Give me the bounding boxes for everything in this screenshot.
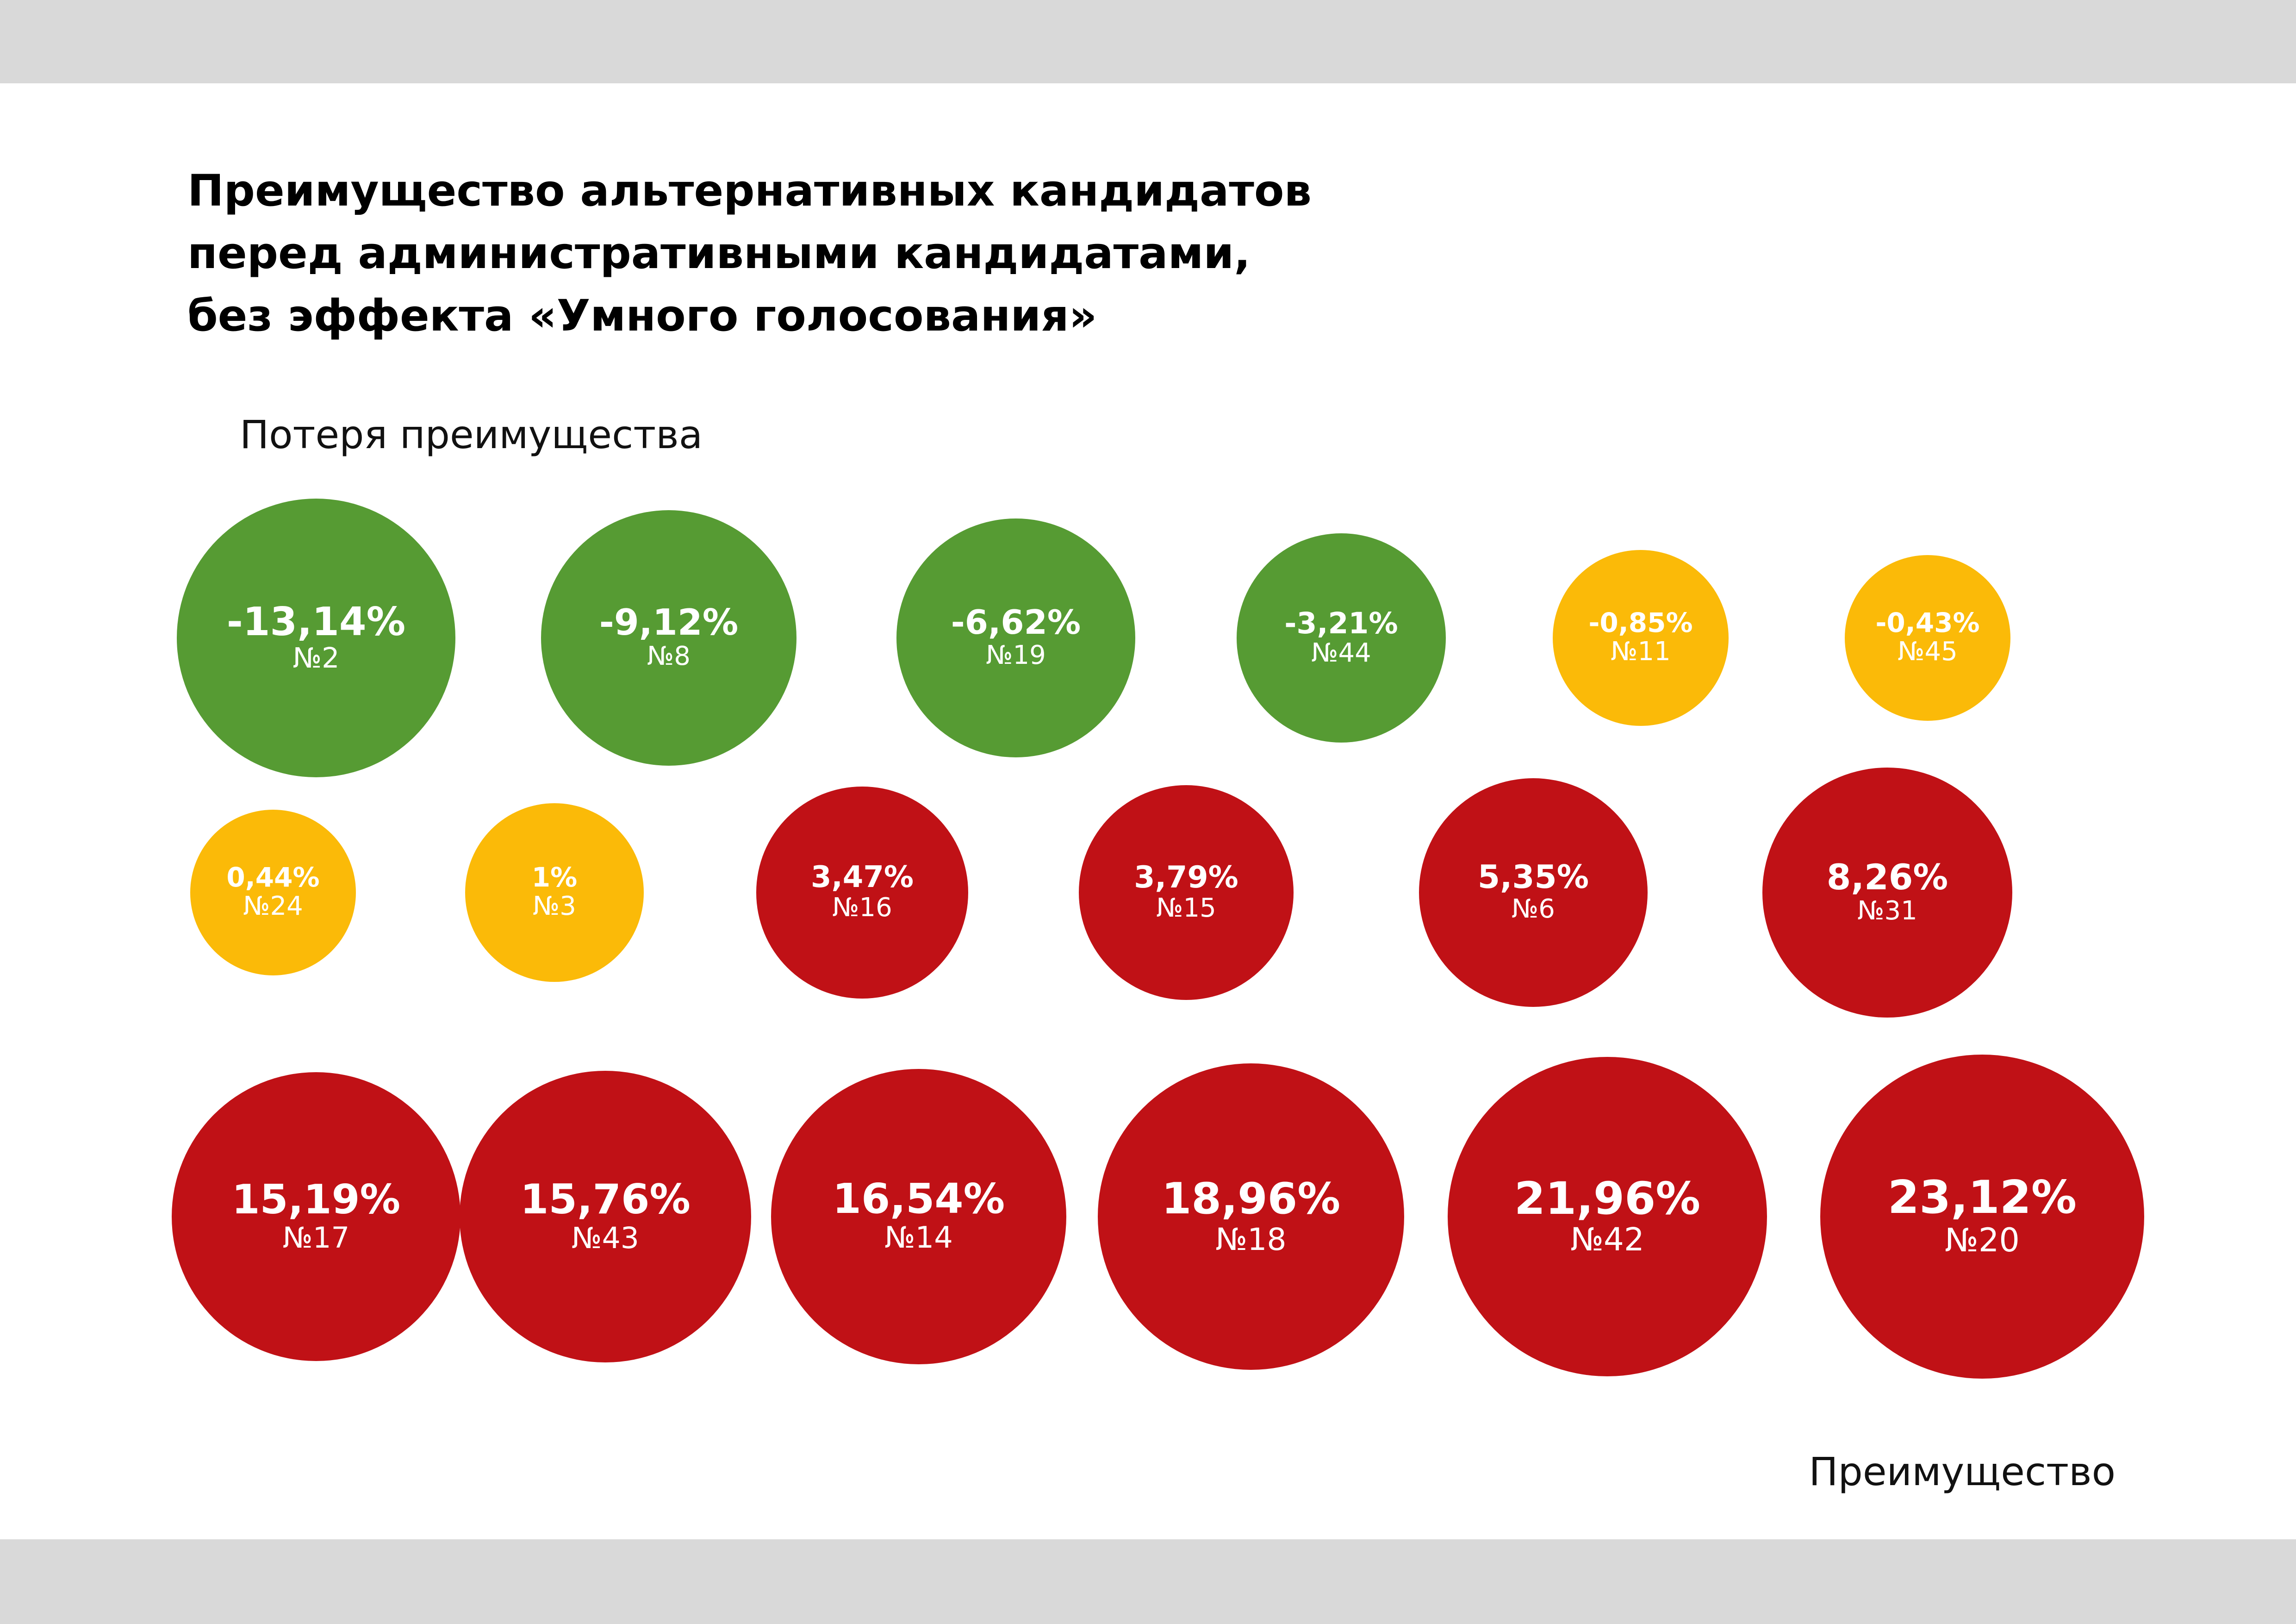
- bubble-value-label: -0,85%: [1588, 607, 1693, 639]
- bubble-value-label: -13,14%: [226, 599, 406, 645]
- chart-title-line-2: перед административными кандидатами,: [187, 228, 1251, 279]
- bubble-district-45: -0,43% №45: [1844, 555, 2010, 721]
- bubble-value-label: 0,44%: [226, 862, 320, 893]
- bubble-district-label: №31: [1857, 895, 1917, 926]
- bubble-district-18: 18,96% №18: [1097, 1063, 1405, 1370]
- bubble-district-label: №43: [572, 1221, 639, 1255]
- top-band: [0, 0, 2296, 83]
- bubble-value-label: 15,19%: [231, 1176, 401, 1224]
- bubble-district-11: -0,85% №11: [1553, 550, 1729, 726]
- bubble-district-6: 5,35% №6: [1419, 778, 1648, 1007]
- bubble-district-2: -13,14% №2: [176, 498, 456, 778]
- bubble-value-label: 3,47%: [810, 860, 914, 895]
- bubble-district-44: -3,21% №44: [1237, 533, 1446, 743]
- bubble-district-14: 16,54% №14: [771, 1068, 1067, 1365]
- bubble-value-label: 21,96%: [1514, 1172, 1701, 1224]
- chart-title-line-3: без эффекта «Умного голосования»: [187, 291, 1097, 341]
- bubble-district-16: 3,47% №16: [756, 787, 968, 999]
- bubble-district-42: 21,96% №42: [1448, 1057, 1767, 1376]
- bubble-value-label: 1%: [531, 862, 578, 893]
- bubble-district-15: 3,79% №15: [1078, 785, 1294, 1000]
- bubble-value-label: -0,43%: [1875, 607, 1980, 639]
- bubble-district-3: 1% №3: [465, 803, 644, 982]
- bubble-district-label: №18: [1215, 1221, 1287, 1257]
- bottom-band: [0, 1539, 2296, 1624]
- bubble-district-label: №3: [533, 891, 576, 922]
- bubble-district-43: 15,76% №43: [459, 1070, 752, 1363]
- loss-of-advantage-label: Потеря преимущества: [240, 412, 703, 457]
- chart-title-line-1: Преимущество альтернативных кандидатов: [187, 166, 1312, 216]
- bubble-value-label: 8,26%: [1826, 857, 1948, 898]
- bubble-district-label: №20: [1945, 1221, 2020, 1260]
- bubble-district-label: №11: [1611, 637, 1671, 667]
- bubble-district-label: №19: [986, 640, 1046, 670]
- bubble-value-label: 16,54%: [832, 1175, 1005, 1224]
- bubble-value-label: 3,79%: [1134, 860, 1238, 895]
- bubble-district-label: №45: [1898, 637, 1958, 667]
- bubble-value-label: -6,62%: [951, 603, 1081, 642]
- bubble-district-label: №24: [243, 891, 303, 922]
- bubble-district-label: №42: [1570, 1221, 1644, 1259]
- bubble-value-label: 23,12%: [1887, 1171, 2077, 1224]
- bubble-value-label: -3,21%: [1284, 606, 1398, 640]
- bubble-value-label: 5,35%: [1477, 859, 1589, 896]
- bubble-district-17: 15,19% №17: [171, 1072, 461, 1362]
- bubble-district-19: -6,62% №19: [896, 518, 1135, 757]
- bubble-district-8: -9,12% №8: [541, 510, 797, 766]
- bubble-district-label: №2: [292, 642, 340, 675]
- bubble-district-31: 8,26% №31: [1762, 767, 2013, 1018]
- bubble-value-label: -9,12%: [599, 602, 739, 644]
- bubble-district-label: №17: [282, 1220, 350, 1255]
- bubble-district-label: №44: [1311, 637, 1371, 668]
- advantage-label: Преимущество: [1809, 1449, 2116, 1494]
- bubble-district-24: 0,44% №24: [190, 809, 356, 976]
- bubble-district-label: №8: [647, 641, 691, 672]
- chart-title: Преимущество альтернативных кандидатов п…: [187, 160, 1312, 347]
- bubble-value-label: 15,76%: [520, 1175, 691, 1224]
- bubble-district-label: №16: [832, 893, 892, 923]
- bubble-district-label: №14: [884, 1221, 953, 1255]
- bubble-value-label: 18,96%: [1161, 1174, 1341, 1224]
- bubble-district-20: 23,12% №20: [1820, 1055, 2144, 1379]
- bubble-district-label: №6: [1512, 894, 1555, 924]
- bubble-district-label: №15: [1156, 893, 1216, 923]
